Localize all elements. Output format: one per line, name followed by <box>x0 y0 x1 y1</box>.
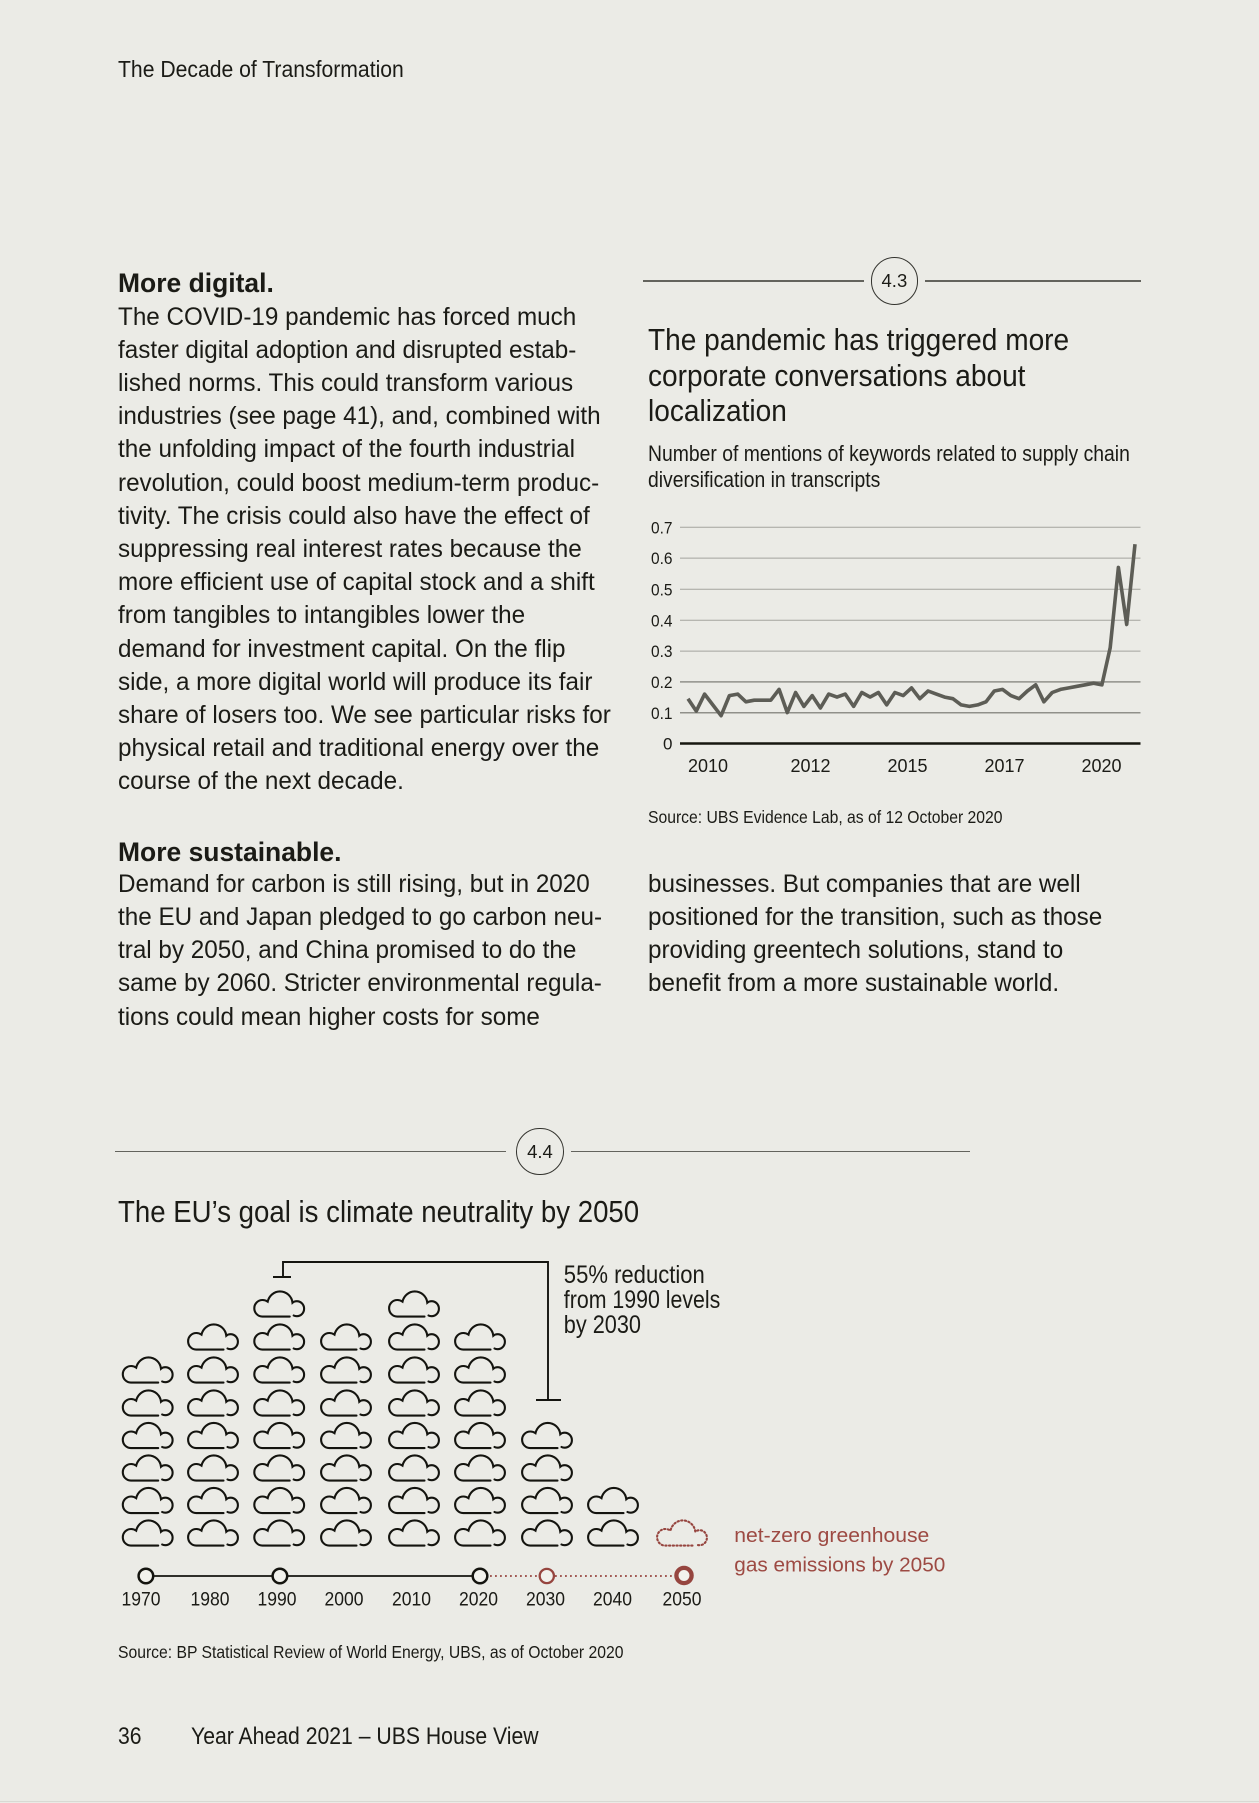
svg-text:0.6: 0.6 <box>651 549 673 568</box>
svg-text:1980: 1980 <box>191 1590 230 1611</box>
svg-text:2000: 2000 <box>325 1590 364 1611</box>
svg-text:0: 0 <box>663 735 672 754</box>
svg-text:2010: 2010 <box>392 1590 431 1611</box>
svg-text:55% reduction: 55% reduction <box>564 1261 705 1289</box>
svg-text:0.3: 0.3 <box>651 642 673 661</box>
svg-text:by 2030: by 2030 <box>564 1311 641 1339</box>
svg-text:2012: 2012 <box>790 756 830 776</box>
svg-text:2040: 2040 <box>593 1590 632 1611</box>
svg-text:2020: 2020 <box>1081 756 1121 776</box>
svg-text:0.5: 0.5 <box>651 580 673 599</box>
svg-text:from 1990 levels: from 1990 levels <box>564 1286 721 1314</box>
svg-text:2010: 2010 <box>688 756 728 776</box>
svg-text:gas emissions by 2050: gas emissions by 2050 <box>734 1554 945 1577</box>
svg-text:2017: 2017 <box>984 756 1024 776</box>
svg-text:net-zero greenhouse: net-zero greenhouse <box>734 1524 929 1547</box>
svg-text:0.7: 0.7 <box>651 518 673 537</box>
svg-text:2015: 2015 <box>887 756 927 776</box>
svg-text:1970: 1970 <box>122 1590 161 1611</box>
svg-text:0.4: 0.4 <box>651 611 673 630</box>
svg-text:1990: 1990 <box>258 1590 297 1611</box>
svg-text:2020: 2020 <box>459 1590 498 1611</box>
svg-text:0.2: 0.2 <box>651 673 673 692</box>
svg-text:0.1: 0.1 <box>651 704 673 723</box>
svg-text:2030: 2030 <box>526 1590 565 1611</box>
svg-text:2050: 2050 <box>663 1590 702 1611</box>
